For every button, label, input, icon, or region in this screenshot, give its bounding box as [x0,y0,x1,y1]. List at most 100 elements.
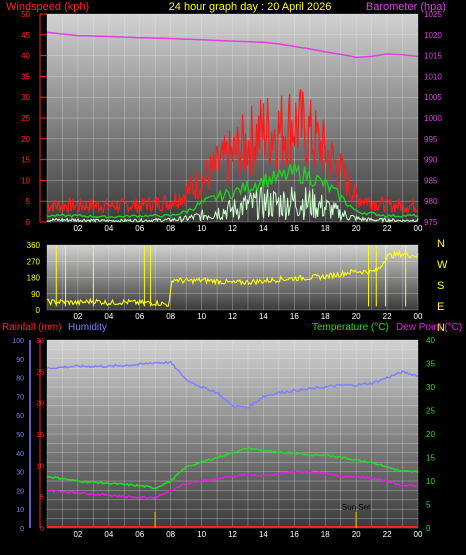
barometer-tick-label: 985 [424,176,438,185]
dewpoint-line [46,470,419,500]
x-tick-label: 04 [104,224,113,233]
barometer-tick-label: 980 [424,197,438,206]
direction-tick-label: 270 [27,257,41,266]
direction-tick-label: 90 [31,290,40,299]
x-tick-label: 16 [290,530,299,539]
x-tick-label: 00 [414,312,423,321]
compass-label: W [437,259,448,271]
temperature-tick-label: 10 [426,477,435,486]
temperature-tick-label: 25 [426,407,435,416]
windspeed-tick-label: 30 [21,93,30,102]
x-tick-label: 22 [383,530,392,539]
compass-label: E [437,301,444,313]
x-tick-label: 00 [414,224,423,233]
humidity-tick-label: 70 [16,394,24,401]
barometer-tick-label: 1015 [424,52,442,61]
chart-title: 24 hour graph day : 20 April 2026 [169,1,332,13]
barometer-tick-label: 990 [424,156,438,165]
windspeed-tick-label: 0 [26,218,31,227]
wind-barometer-panel: 02 04 06 08 10 12 14 16 18 20 22 000510152025303540… [21,10,442,233]
wind-lull-line [46,186,419,224]
humidity-tick-label: 20 [16,488,24,495]
x-tick-label: 04 [104,530,113,539]
x-tick-label: 20 [352,530,361,539]
humidity-tick-label: 60 [16,413,24,420]
windspeed-line [46,88,419,215]
rainfall-tick-label: 10 [36,463,44,470]
humidity-tick-label: 90 [16,357,24,364]
x-tick-label: 16 [290,312,299,321]
windspeed-tick-label: 20 [21,135,30,144]
rainfall-axis-title: Rainfall (mm) [2,322,61,333]
humidity-tick-label: 100 [12,338,24,345]
x-tick-label: 08 [166,224,175,233]
x-tick-label: 14 [259,224,268,233]
rainfall-tick-label: 30 [36,338,44,345]
humidity-tick-label: 10 [16,507,24,514]
dewpoint-axis-title: Dew Point (°C) [396,322,462,333]
windspeed-tick-label: 50 [21,10,30,19]
compass-label: N [437,238,445,250]
barometer-tick-label: 975 [424,218,438,227]
windspeed-tick-label: 35 [21,72,30,81]
x-tick-label: 22 [383,312,392,321]
rainfall-tick-label: 25 [36,369,44,376]
temperature-line [46,446,419,490]
barometer-tick-label: 1000 [424,114,442,123]
x-tick-label: 04 [104,312,113,321]
humidity-axis-title: Humidity [68,322,107,333]
barometer-tick-label: 1010 [424,72,442,81]
windspeed-axis-title: Windspeed (kph) [6,1,89,13]
barometer-tick-label: 995 [424,135,438,144]
barometer-axis-title: Barometer (hpa) [366,1,446,13]
temperature-tick-label: 5 [426,501,431,510]
humidity-tick-label: 30 [16,470,24,477]
windspeed-tick-label: 40 [21,52,30,61]
temperature-tick-label: 40 [426,336,435,345]
x-tick-label: 02 [73,224,82,233]
barometer-line [46,31,419,59]
rainfall-tick-label: 0 [40,526,44,533]
direction-line [46,250,419,307]
rainfall-tick-label: 5 [40,495,44,502]
gust-average-line [46,162,419,219]
rainfall-tick-label: 15 [36,432,44,439]
humidity-tick-label: 50 [16,432,24,439]
humidity-tick-label: 0 [20,526,24,533]
x-tick-label: 20 [352,312,361,321]
sunset-annotation: Sun Set [342,503,371,512]
direction-tick-label: 0 [36,306,41,315]
x-tick-label: 18 [321,224,330,233]
x-tick-label: 00 [414,530,423,539]
temperature-tick-label: 15 [426,454,435,463]
temperature-panel: 02 04 06 08 10 12 14 16 18 20 22 000102030405060708… [12,336,435,539]
x-tick-label: 10 [197,312,206,321]
windspeed-tick-label: 45 [21,31,30,40]
direction-tick-label: 180 [27,274,41,283]
x-tick-label: 06 [135,530,144,539]
x-tick-label: 10 [197,530,206,539]
x-tick-label: 06 [135,312,144,321]
windspeed-tick-label: 25 [21,114,30,123]
compass-label: N [437,322,445,334]
x-tick-label: 02 [73,312,82,321]
direction-tick-label: 360 [27,241,41,250]
x-tick-label: 12 [228,312,237,321]
compass-label: S [437,280,444,292]
temperature-axis-title: Temperature (°C) [312,322,389,333]
temperature-tick-label: 30 [426,383,435,392]
x-tick-label: 06 [135,224,144,233]
x-tick-label: 12 [228,530,237,539]
temperature-tick-label: 0 [426,524,431,533]
x-tick-label: 14 [259,312,268,321]
barometer-tick-label: 1025 [424,10,442,19]
windspeed-series [46,88,419,215]
humidity-tick-label: 40 [16,451,24,458]
x-tick-label: 10 [197,224,206,233]
windspeed-tick-label: 5 [26,197,31,206]
x-tick-label: 18 [321,312,330,321]
rainfall-tick-label: 20 [36,401,44,408]
windspeed-tick-label: 10 [21,176,30,185]
